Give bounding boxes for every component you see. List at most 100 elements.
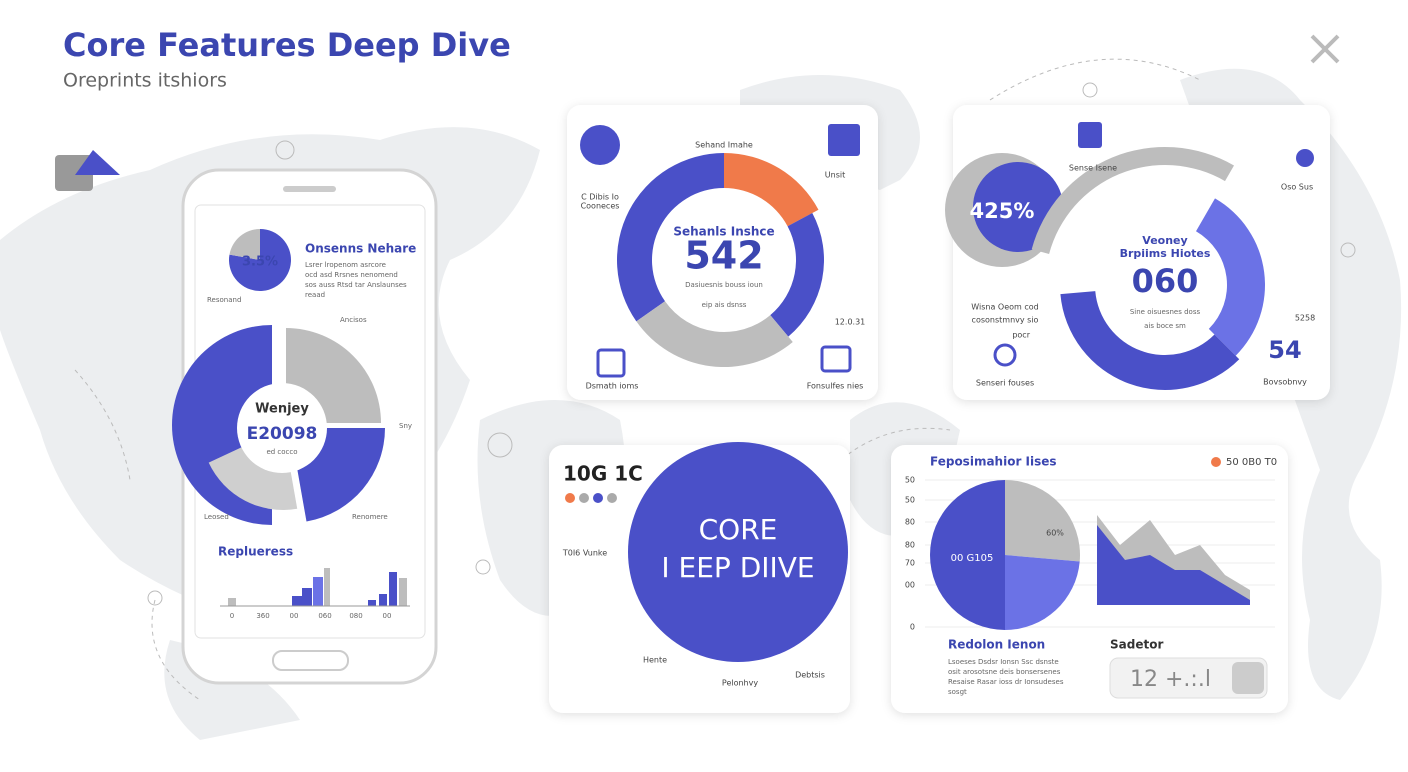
label: Sny (399, 422, 412, 430)
segment (930, 480, 1005, 630)
side-icon (1232, 662, 1264, 694)
label: Resonand (207, 296, 241, 304)
label: Hente (643, 656, 667, 665)
label: cosonstmnvy sio (972, 316, 1039, 325)
arc-center-value: 060 (1132, 262, 1199, 300)
dots (565, 493, 617, 503)
phone-labels: Resonand Ancisos Sny Leosed Renomere (204, 296, 412, 521)
note: eip ais dsnss (702, 301, 747, 309)
body-line: osit arosotsne deis bonsersenes (948, 668, 1061, 676)
decor (989, 58, 1201, 101)
subtitle: Oreprints itshiors (63, 70, 227, 92)
segment (1005, 480, 1080, 562)
side-value: 12 +.:.l (1130, 667, 1211, 692)
decor (579, 493, 589, 503)
logo-icon (55, 150, 120, 191)
body-line: sosgt (948, 688, 967, 696)
phone-charts (172, 229, 385, 525)
segment (1060, 291, 1240, 391)
label: C Dibis Io (581, 193, 619, 202)
side-title: Sadetor (1110, 638, 1163, 652)
donut-center-title: Sehanls Inshce (673, 225, 774, 239)
donut-center-value: 542 (684, 234, 763, 278)
segment (636, 301, 793, 368)
decor (1310, 34, 1340, 64)
circle-labels: CORE I EEP DIIVE T0I6 Vunke Hente Pelonhvy De… (562, 513, 825, 688)
bar (313, 577, 323, 606)
segment (724, 153, 819, 227)
y-label: 70 (905, 559, 915, 568)
body-line: reaad (305, 291, 325, 299)
phone-pie-label: 3.5% (242, 255, 278, 270)
y-label: 0 (910, 623, 915, 632)
decor (607, 493, 617, 503)
segment (1031, 147, 1234, 254)
note: Dasiuesnis bouss ioun (685, 281, 763, 289)
bar (292, 596, 302, 606)
label: Oso Sus (1281, 183, 1313, 192)
bar (399, 578, 407, 606)
arc-labels: Sine oisuesnes doss ais boce sm Sense Isen… (971, 164, 1315, 388)
label: Debtsis (795, 671, 825, 680)
icon (828, 124, 860, 156)
decor (275, 140, 295, 160)
phone-center-title: Wenjey (255, 402, 309, 417)
decor (75, 150, 120, 175)
label: Leosed (204, 513, 229, 521)
note: ais boce sm (1144, 322, 1186, 330)
body-line: sos auss Rtsd tar Anslaunses (305, 281, 407, 289)
label: 12.0.31 (835, 318, 866, 327)
decor (1082, 82, 1098, 98)
pie-label: 60% (1046, 529, 1064, 538)
y-label: 50 (905, 496, 915, 505)
segment (229, 229, 260, 260)
title: Core Features Deep Dive (63, 26, 511, 64)
area (1097, 525, 1250, 605)
legend-label: 50 0B0 T0 (1226, 457, 1277, 468)
phone-bars: 0 360 00 060 080 00 (220, 568, 410, 620)
decor (1340, 242, 1356, 258)
decor (151, 599, 201, 701)
decor (147, 590, 163, 606)
segment (617, 153, 724, 322)
center-hole (237, 383, 327, 473)
phone-heading: Onsenns Nehare (305, 242, 416, 256)
arc-badge: 425% (970, 199, 1035, 223)
bar (302, 588, 312, 606)
circle-heading: 10G 1C (563, 462, 643, 486)
icon (1078, 122, 1102, 148)
segment (770, 213, 824, 337)
label: 5258 (1295, 314, 1315, 323)
phone-center-note: ed cocco (266, 448, 297, 456)
decor (487, 432, 513, 458)
y-label: 80 (905, 541, 915, 550)
label: Pelonhvy (722, 679, 758, 688)
label: Ancisos (340, 316, 367, 324)
decor-lines (74, 58, 1356, 701)
bar (379, 594, 387, 606)
label: Sense Isene (1069, 164, 1117, 173)
label: Cooneces (581, 202, 620, 211)
body-line: Lsoeses Dsdsr Ionsn Ssc dsnste (948, 658, 1059, 666)
axis-label: 080 (349, 612, 362, 620)
label: Sehand Imahe (695, 141, 753, 150)
footer-title: Redolon Ienon (948, 638, 1045, 652)
axis-label: 0 (230, 612, 234, 620)
axis-label: 360 (256, 612, 269, 620)
arc-center-subtitle: Brpiims Hiotes (1120, 247, 1211, 260)
close-icon[interactable] (1310, 34, 1340, 64)
axis-label: 060 (318, 612, 331, 620)
axis-label: 00 (290, 612, 299, 620)
label: 54 (1268, 336, 1301, 364)
circle-line: I EEP DIIVE (661, 551, 814, 584)
decor (565, 493, 575, 503)
label: Senseri fouses (976, 379, 1034, 388)
bar (228, 598, 236, 606)
chart-title: Feposimahior Iises (930, 455, 1057, 469)
y-label: 80 (905, 518, 915, 527)
phone-body: Lsrer lropenom asrcore ocd asd Rrsnes nen… (305, 261, 407, 299)
decor (475, 559, 491, 575)
y-label: 50 (905, 476, 915, 485)
y-label: 00 (905, 581, 915, 590)
